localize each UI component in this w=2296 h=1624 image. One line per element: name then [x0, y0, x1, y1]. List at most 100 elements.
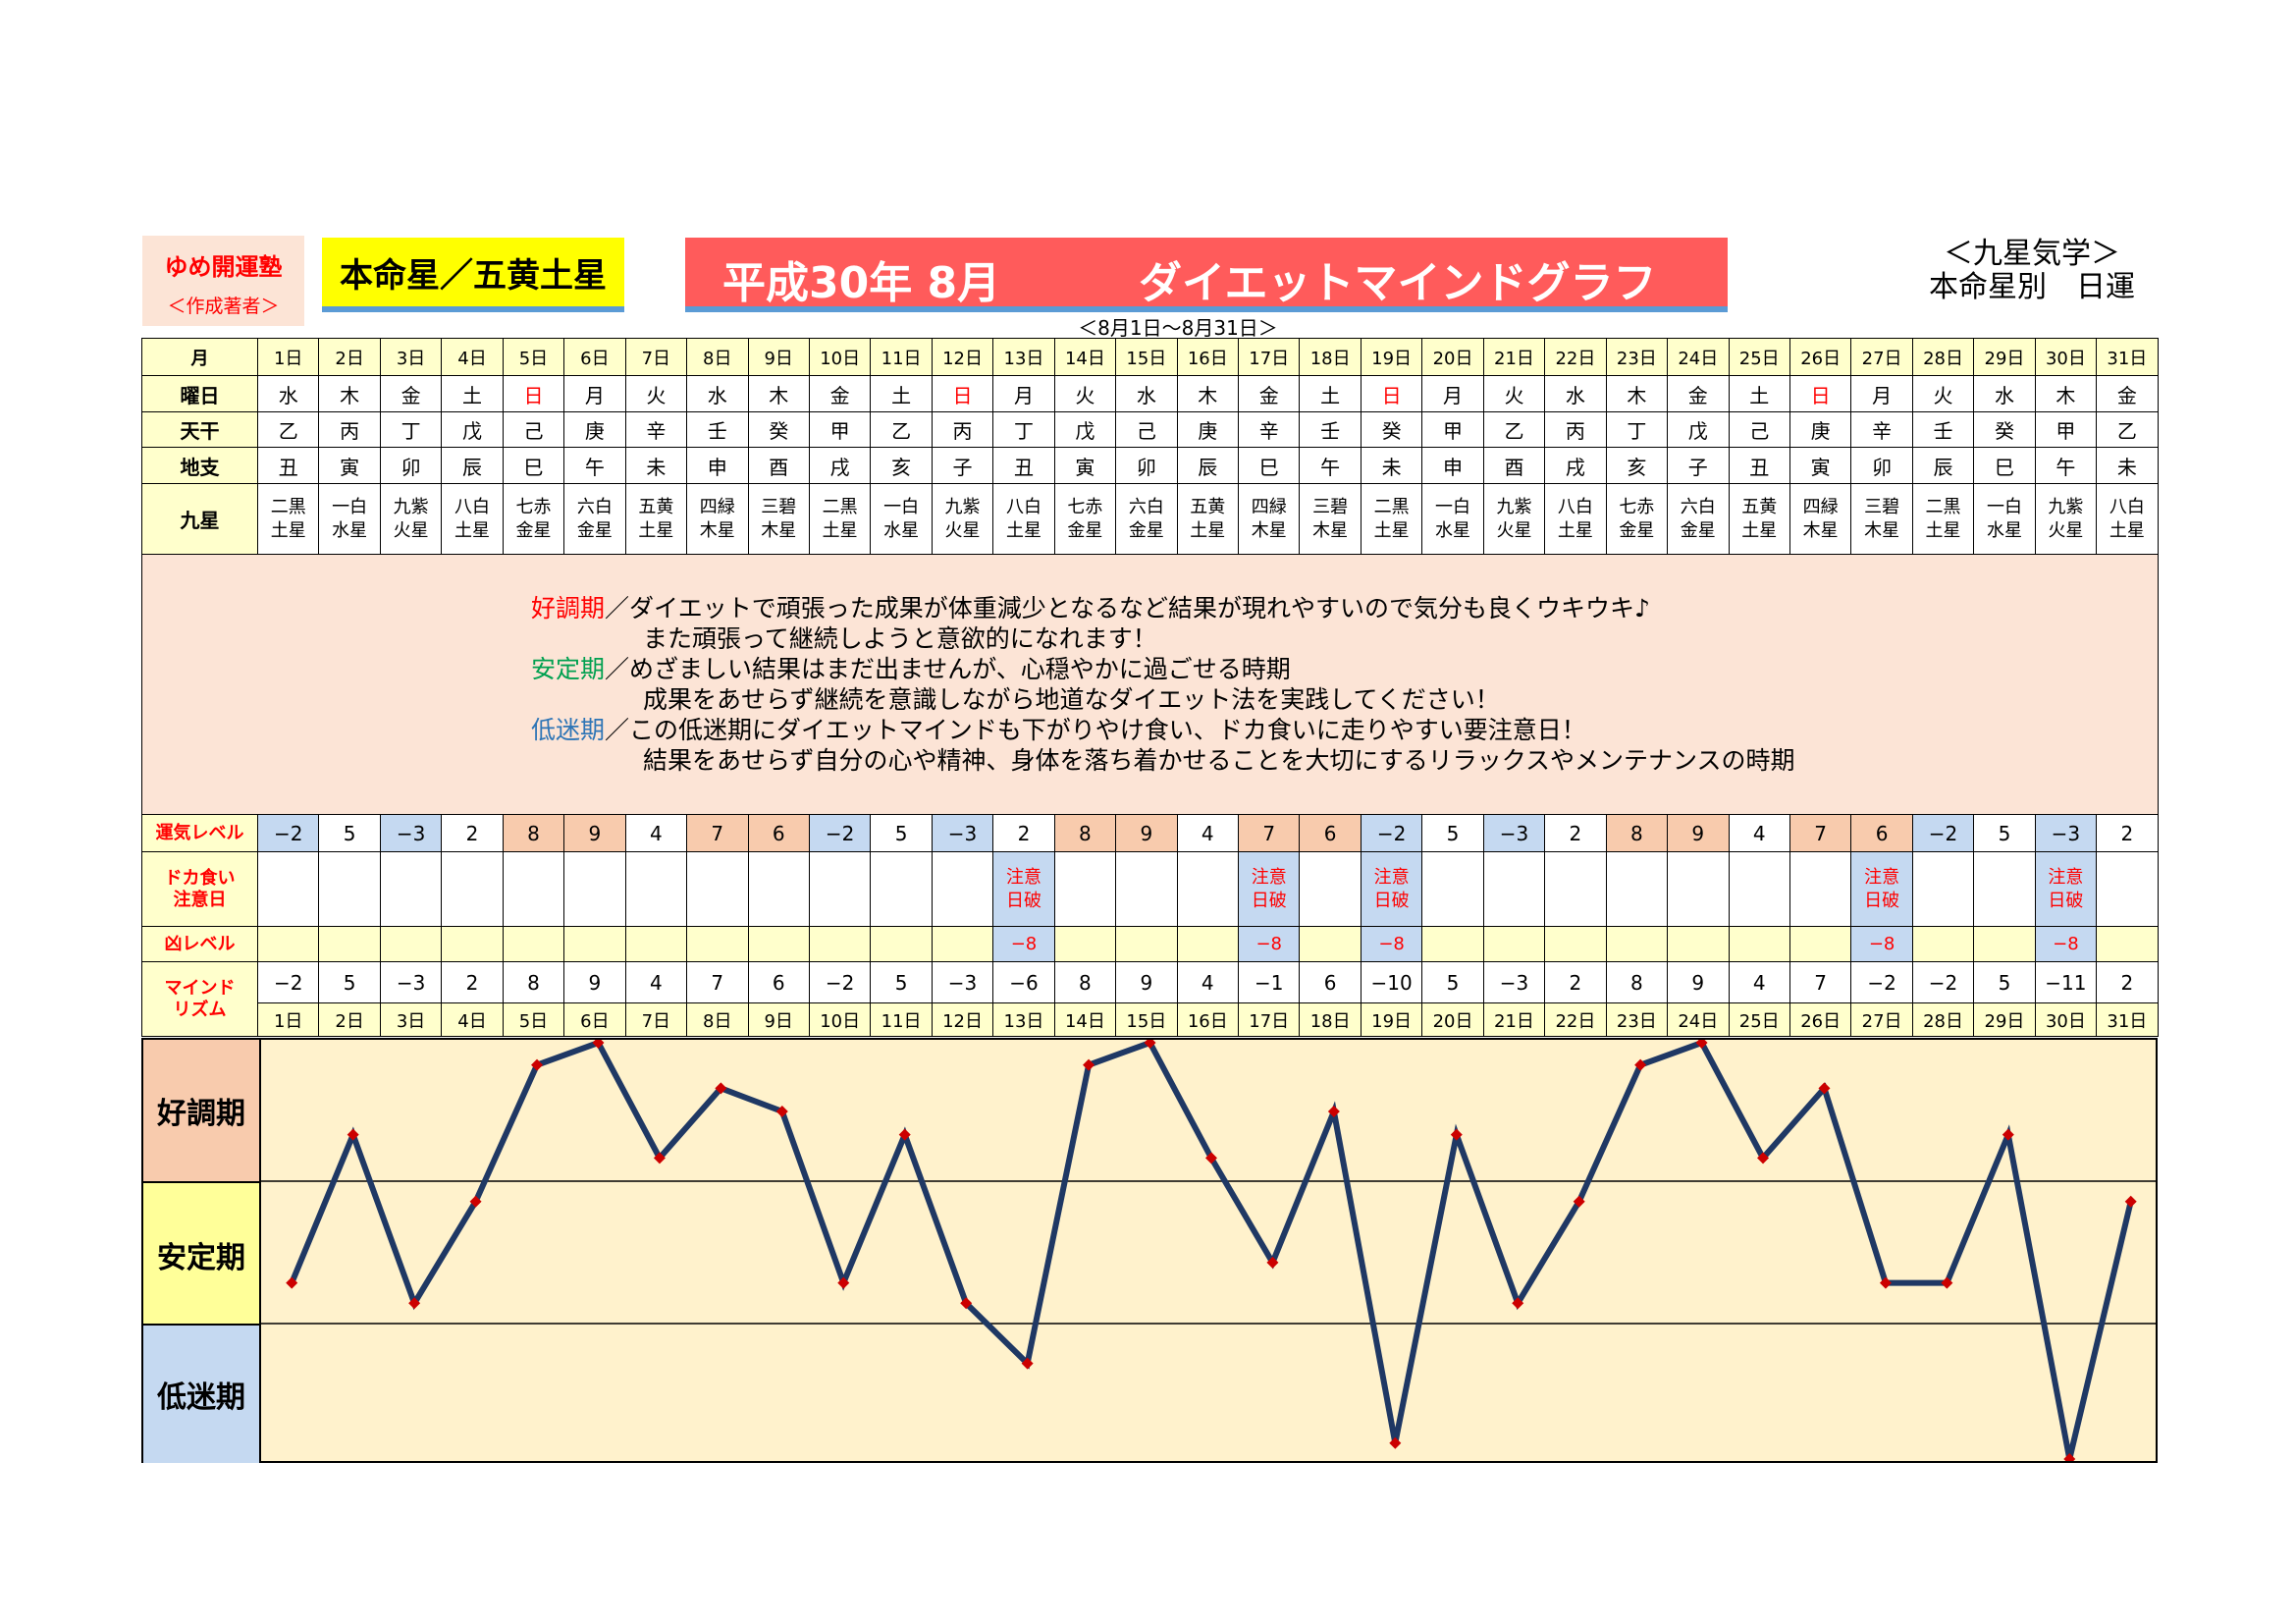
day-header: 20日: [1421, 338, 1484, 376]
luck-level-cell: 5: [870, 814, 933, 852]
luck-level-cell: 9: [1667, 814, 1730, 852]
bad-level-cell: [502, 926, 565, 962]
branch-cell: 午: [563, 447, 626, 484]
row-label-mind: マインド リズム: [141, 961, 258, 1037]
stem-cell: 丙: [931, 411, 994, 448]
nine-star-cell: 四緑 木星: [1237, 483, 1301, 555]
nine-star-cell: 四緑 木星: [1789, 483, 1852, 555]
legend-low-label: 低迷期: [531, 716, 606, 744]
binge-warning-cell: [1421, 851, 1484, 927]
luck-level-cell: 7: [686, 814, 749, 852]
day-footer: 4日: [441, 1002, 504, 1037]
luck-level-cell: 7: [1789, 814, 1852, 852]
bad-level-cell: [624, 926, 688, 962]
luck-level-cell: −2: [1911, 814, 1975, 852]
data-point: [1634, 1058, 1647, 1071]
stem-cell: 丁: [379, 411, 443, 448]
stem-cell: 癸: [1973, 411, 2036, 448]
branch-cell: 亥: [870, 447, 933, 484]
nine-star-cell: 五黄 土星: [1176, 483, 1240, 555]
luck-level-cell: −2: [256, 814, 320, 852]
stem-cell: 甲: [2034, 411, 2098, 448]
luck-level-cell: 6: [1850, 814, 1913, 852]
legend-text: 好調期／ダイエットで頑張った成果が体重減少となるなど結果が現れやすいので気分も良…: [531, 593, 2157, 776]
day-footer: 21日: [1482, 1002, 1546, 1037]
luck-level-cell: 4: [1176, 814, 1240, 852]
mind-rhythm-cell: 2: [2096, 961, 2159, 1003]
day-header: 24日: [1667, 338, 1730, 376]
nine-star-name: 三碧: [1864, 496, 1900, 517]
stem-cell: 丙: [1544, 411, 1607, 448]
day-footer: 18日: [1299, 1002, 1362, 1037]
data-point: [1512, 1297, 1524, 1310]
luck-level-cell: 9: [563, 814, 626, 852]
bad-level-cell: −8: [1237, 926, 1301, 962]
nine-star-element: 土星: [1373, 519, 1410, 541]
nine-star-cell: 三碧 木星: [747, 483, 810, 555]
warning-line1: 注意: [1864, 866, 1900, 888]
data-point: [837, 1276, 850, 1289]
luck-level-cell: 6: [1299, 814, 1362, 852]
day-footer: 1日: [256, 1002, 320, 1037]
weekday-cell: 月: [1421, 375, 1484, 412]
data-point: [286, 1276, 298, 1289]
stem-cell: 丙: [318, 411, 381, 448]
luck-level-cell: 4: [1728, 814, 1790, 852]
data-point: [1144, 1040, 1156, 1049]
mind-rhythm-cell: 2: [441, 961, 504, 1003]
bad-level-cell: [1911, 926, 1975, 962]
weekday-cell: 木: [747, 375, 810, 412]
branch-cell: 寅: [318, 447, 381, 484]
nine-star-name: 三碧: [1312, 496, 1349, 517]
weekday-cell: 木: [1605, 375, 1669, 412]
weekday-cell: 月: [563, 375, 626, 412]
branch-cell: 丑: [1728, 447, 1790, 484]
luck-level-cell: 2: [1544, 814, 1607, 852]
day-header: 30日: [2034, 338, 2098, 376]
author-caption: ＜作成著者＞: [167, 296, 280, 317]
branch-cell: 午: [1299, 447, 1362, 484]
nine-star-element: 水星: [332, 519, 368, 541]
mind-rhythm-cell: 7: [1789, 961, 1852, 1003]
zone-good-label: 好調期: [143, 1040, 261, 1181]
data-point: [960, 1297, 973, 1310]
bad-level-cell: [1544, 926, 1607, 962]
day-footer: 15日: [1115, 1002, 1178, 1037]
bad-level-cell: [1053, 926, 1117, 962]
data-point: [1327, 1106, 1340, 1117]
bad-level-cell: [808, 926, 872, 962]
weekday-cell: 土: [1299, 375, 1362, 412]
binge-warning-cell: 注意 日破: [1237, 851, 1301, 927]
day-header: 2日: [318, 338, 381, 376]
nine-star-element: 金星: [576, 519, 613, 541]
school-line2: 本命星別 日運: [1929, 270, 2135, 304]
nine-star-name: 二黒: [1925, 496, 1961, 517]
binge-warning-cell: [2096, 851, 2159, 927]
binge-warning-cell: [1667, 851, 1730, 927]
nine-star-cell: 六白 金星: [1667, 483, 1730, 555]
nine-star-name: 九紫: [2048, 496, 2084, 517]
data-point: [469, 1195, 482, 1208]
nine-star-element: 金星: [1128, 519, 1164, 541]
weekday-cell: 月: [992, 375, 1055, 412]
branch-cell: 巳: [502, 447, 565, 484]
luck-level-cell: 2: [441, 814, 504, 852]
day-header: 8日: [686, 338, 749, 376]
stem-cell: 乙: [2096, 411, 2159, 448]
binge-warning-cell: 注意 日破: [992, 851, 1055, 927]
nine-star-name: 一白: [883, 496, 920, 517]
day-footer: 28日: [1911, 1002, 1975, 1037]
day-header: 22日: [1544, 338, 1607, 376]
warning-line1: 注意: [1005, 866, 1041, 888]
nine-star-name: 五黄: [638, 496, 674, 517]
day-footer: 16日: [1176, 1002, 1240, 1037]
nine-star-cell: 八白 土星: [2096, 483, 2159, 555]
bad-level-cell: [1728, 926, 1790, 962]
data-point: [1204, 1152, 1217, 1164]
nine-star-name: 八白: [2109, 496, 2145, 517]
zone-low-label: 低迷期: [143, 1324, 261, 1463]
weekday-cell: 金: [1237, 375, 1301, 412]
stem-cell: 戊: [1053, 411, 1117, 448]
nine-star-element: 土星: [2109, 519, 2145, 541]
data-point: [1941, 1276, 1953, 1289]
